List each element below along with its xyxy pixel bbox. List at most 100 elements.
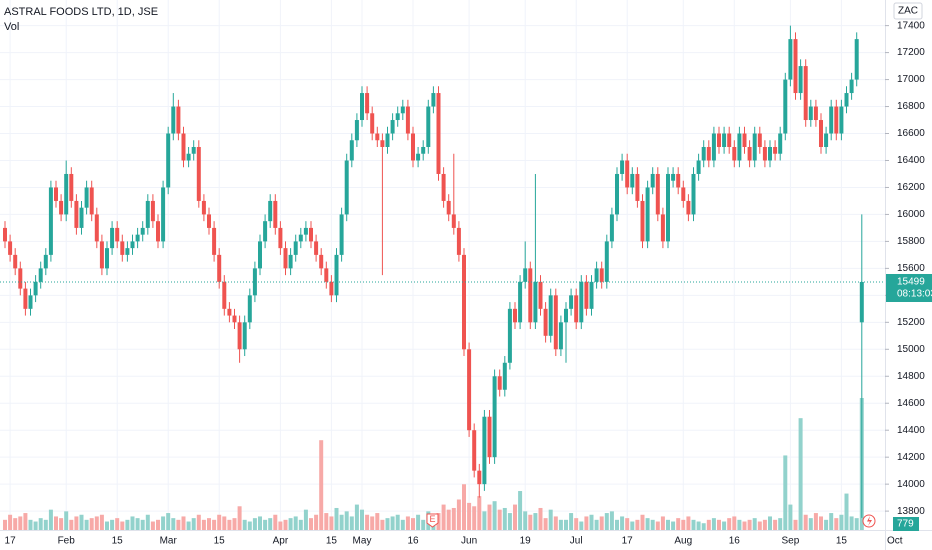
candle-body <box>819 120 823 147</box>
candle-body <box>196 146 201 201</box>
volume-bar <box>492 501 497 530</box>
candle-body <box>824 133 829 147</box>
volume-bar <box>640 514 645 530</box>
volume-bar <box>681 519 686 530</box>
volume-bar <box>339 514 344 530</box>
volume-bar <box>650 519 655 530</box>
candle-body <box>54 187 58 201</box>
volume-bar <box>28 519 33 530</box>
candle-body <box>451 214 456 228</box>
x-tick-label: 17 <box>5 536 17 547</box>
candle-body <box>630 173 635 188</box>
volume-bar <box>232 518 237 530</box>
volume-bar <box>227 519 232 530</box>
volume-bar <box>497 509 502 530</box>
candle-body <box>94 214 99 242</box>
volume-bar <box>222 516 227 530</box>
volume-bar <box>217 514 222 530</box>
candle-body <box>140 227 145 235</box>
x-tick-label: Mar <box>160 536 178 547</box>
volume-bar <box>472 506 477 530</box>
candle-body <box>497 376 502 390</box>
candle-body <box>431 93 436 107</box>
candle-body <box>757 133 762 147</box>
candle-body <box>89 187 94 215</box>
candle-body <box>472 430 477 471</box>
volume-bar <box>507 513 512 530</box>
volume-bar <box>268 518 273 530</box>
volume-bar <box>334 507 339 530</box>
candle-body <box>135 234 140 242</box>
candle-body <box>38 268 43 282</box>
volume-bar <box>691 519 696 530</box>
candle-body <box>635 173 640 201</box>
volume-bar <box>548 509 553 530</box>
candle-body <box>8 241 13 255</box>
y-tick-label: 17200 <box>897 47 925 58</box>
volume-bar <box>186 521 191 530</box>
volume-bar <box>788 504 793 530</box>
candle-body <box>854 39 859 80</box>
volume-bar <box>161 516 166 530</box>
volume-bar <box>48 509 53 530</box>
x-tick-label: 15 <box>836 536 848 547</box>
candle-body <box>768 146 772 161</box>
candle-body <box>742 133 747 147</box>
candle-body <box>558 322 563 350</box>
volume-bar <box>196 514 201 530</box>
volume-bar <box>298 519 303 530</box>
x-tick-label: Feb <box>58 536 76 547</box>
volume-bar <box>252 518 257 530</box>
volume-bar <box>110 519 115 530</box>
volume-bar <box>94 516 99 530</box>
candle-body <box>319 254 324 269</box>
volume-bar <box>564 519 568 530</box>
volume-bar <box>599 516 604 530</box>
candle-body <box>640 200 645 242</box>
countdown-label: 08:13:03 <box>897 289 932 300</box>
volume-bar <box>309 518 313 530</box>
volume-bar <box>477 496 482 530</box>
candle-body <box>441 173 446 201</box>
volume-bar <box>105 521 109 530</box>
volume-bar <box>844 493 849 530</box>
candle-body <box>747 146 752 161</box>
x-tick-label: Aug <box>674 536 692 547</box>
volume-bar <box>344 511 349 530</box>
candle-body <box>380 140 385 147</box>
candle-body <box>691 173 696 215</box>
volume-bar <box>778 518 783 530</box>
candle-body <box>242 322 247 350</box>
volume-bar <box>574 518 579 530</box>
candle-body <box>349 140 354 161</box>
candle-body <box>686 200 691 215</box>
volume-bar <box>171 518 176 530</box>
y-tick-label: 15600 <box>897 263 925 274</box>
volume-bar <box>768 516 772 530</box>
currency-box[interactable] <box>893 2 923 20</box>
volume-bar <box>706 519 711 530</box>
candle-body <box>344 160 349 215</box>
volume-bar <box>666 519 670 530</box>
dividend-marker[interactable] <box>862 514 876 528</box>
volume-bar <box>59 518 64 530</box>
volume-bar <box>23 513 28 530</box>
candle-body <box>569 295 574 309</box>
volume-bar <box>538 507 543 530</box>
volume-bar <box>375 513 380 530</box>
event-bolt <box>867 516 872 526</box>
candle-body <box>492 376 497 458</box>
candle-body <box>99 241 104 269</box>
candle-body <box>227 308 232 316</box>
volume-bar <box>395 514 400 530</box>
candle-body <box>513 308 517 323</box>
currency-label[interactable]: ZAC <box>898 6 918 17</box>
candle-body <box>701 146 706 161</box>
volume-bar <box>314 514 319 530</box>
volume-bar <box>533 513 538 530</box>
earnings-icon[interactable] <box>426 513 439 528</box>
earnings-marker[interactable]: E <box>426 513 439 528</box>
volume-bar <box>263 519 268 530</box>
volume-bar <box>722 521 727 530</box>
earnings-letter: E <box>429 514 435 524</box>
